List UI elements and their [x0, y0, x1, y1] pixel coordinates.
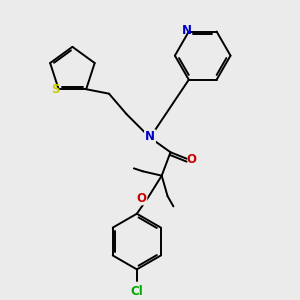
Text: S: S [51, 83, 59, 96]
Text: O: O [137, 192, 147, 205]
Text: N: N [145, 130, 155, 143]
Text: Cl: Cl [130, 286, 143, 298]
Text: N: N [182, 24, 192, 37]
Text: O: O [187, 153, 197, 166]
